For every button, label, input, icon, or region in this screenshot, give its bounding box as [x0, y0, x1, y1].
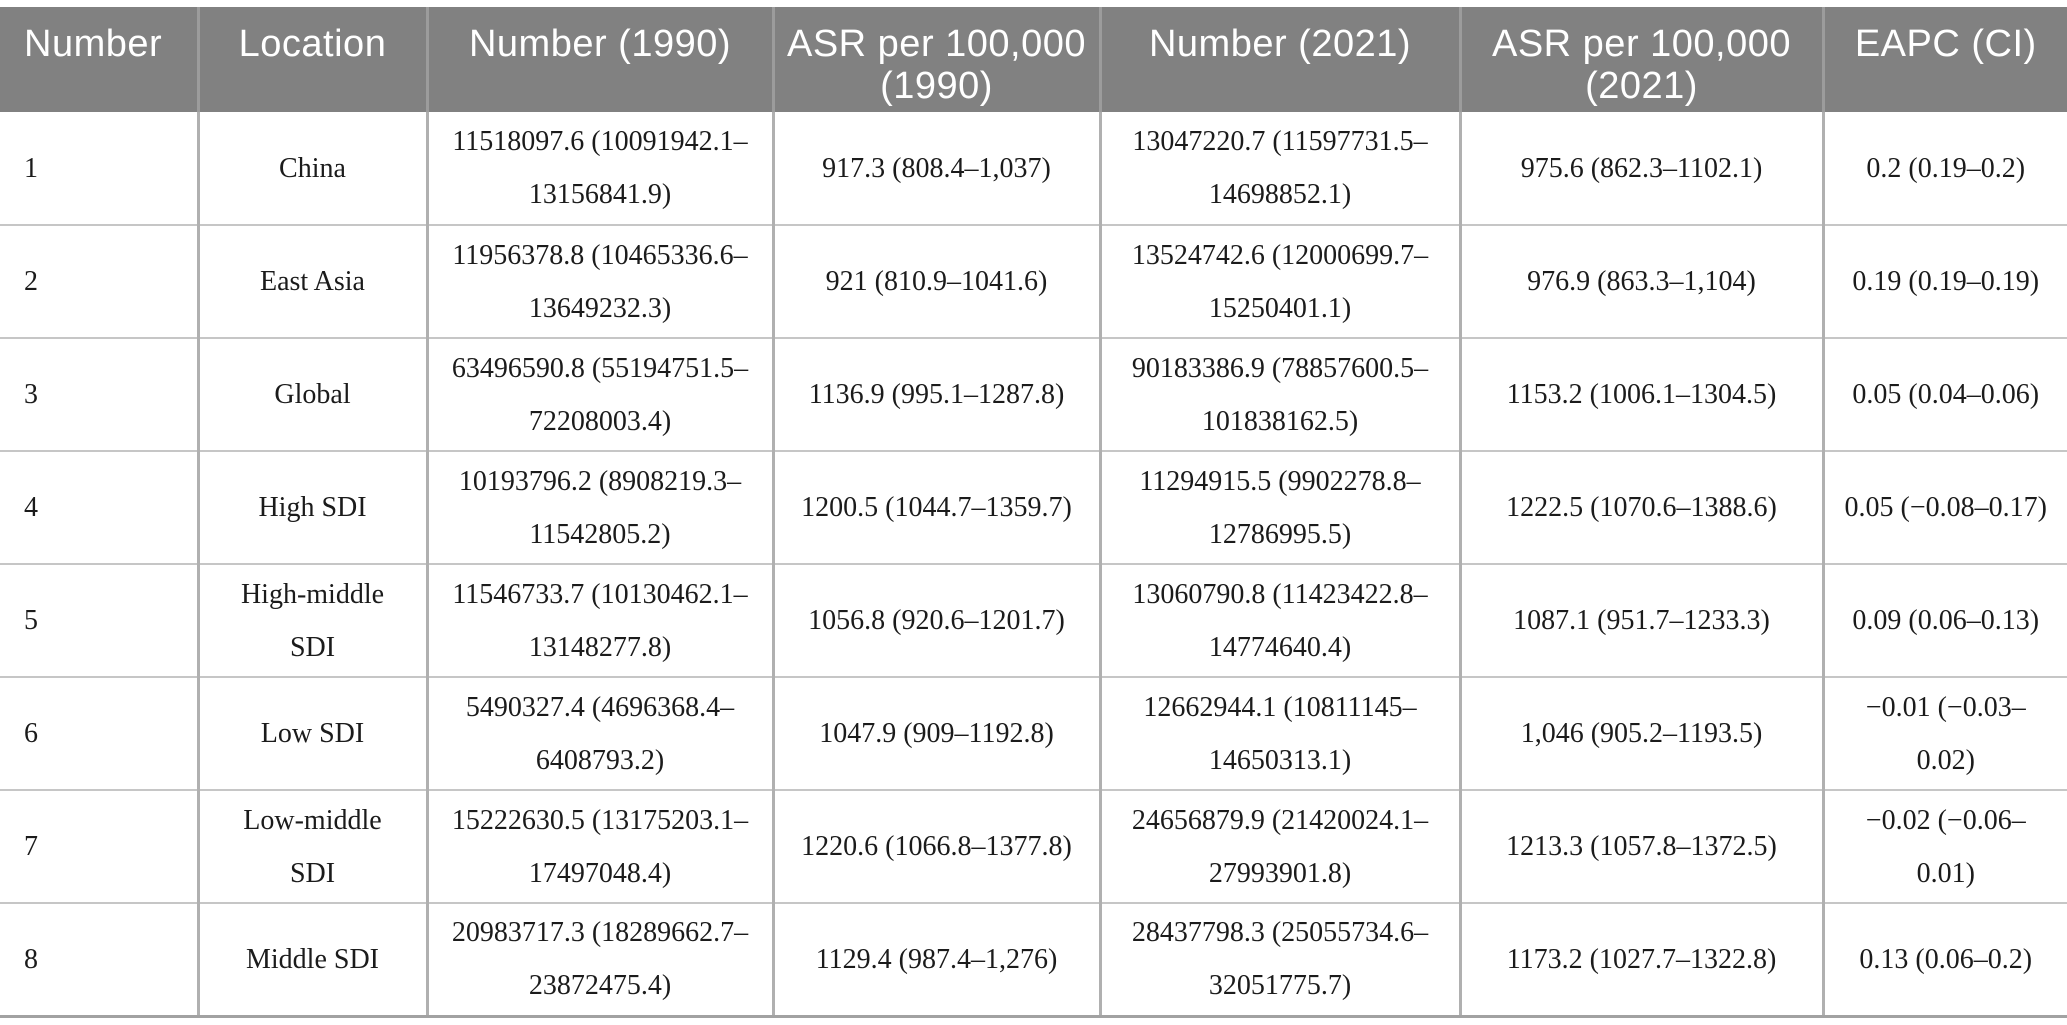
- cell-number_1990: 10193796.2 (8908219.3–11542805.2): [425, 450, 773, 564]
- cell-asr_1990: 1200.5 (1044.7–1359.7): [771, 450, 1100, 564]
- cell-asr_2021: 1213.3 (1057.8–1372.5): [1458, 789, 1823, 903]
- table-row: 1 China 11518097.6 (10091942.1–13156841.9)…: [0, 112, 2067, 225]
- cell-number_2021: 13524742.6 (12000699.7–15250401.1): [1098, 224, 1460, 338]
- cell-asr_2021: 1173.2 (1027.7–1322.8): [1458, 902, 1823, 1018]
- cell-location: High-middle SDI: [196, 563, 427, 677]
- cell-eapc: 0.05 (−0.08–0.17): [1821, 450, 2067, 564]
- column-header-eapc: EAPC (CI): [1821, 7, 2067, 112]
- column-header-asr_1990: ASR per 100,000 (1990): [771, 7, 1100, 112]
- column-header-number_2021: Number (2021): [1098, 7, 1460, 112]
- cell-number: 8: [0, 902, 198, 1018]
- cell-asr_1990: 1129.4 (987.4–1,276): [771, 902, 1100, 1018]
- cell-number: 2: [0, 224, 198, 338]
- cell-asr_1990: 1136.9 (995.1–1287.8): [771, 337, 1100, 451]
- table-row: 3 Global 63496590.8 (55194751.5–72208003.4…: [0, 337, 2067, 451]
- cell-number_1990: 20983717.3 (18289662.7–23872475.4): [425, 902, 773, 1018]
- column-header-asr_2021: ASR per 100,000 (2021): [1458, 7, 1823, 112]
- cell-eapc: 0.13 (0.06–0.2): [1821, 902, 2067, 1018]
- cell-eapc: 0.09 (0.06–0.13): [1821, 563, 2067, 677]
- cell-number_1990: 11518097.6 (10091942.1–13156841.9): [425, 112, 773, 225]
- cell-number: 5: [0, 563, 198, 677]
- column-header-number_1990: Number (1990): [425, 7, 773, 112]
- cell-asr_2021: 1,046 (905.2–1193.5): [1458, 676, 1823, 790]
- cell-location: Middle SDI: [196, 902, 427, 1018]
- cell-asr_2021: 975.6 (862.3–1102.1): [1458, 112, 1823, 225]
- table-row: 2 East Asia 11956378.8 (10465336.6–1364923…: [0, 224, 2067, 338]
- cell-location: High SDI: [196, 450, 427, 564]
- cell-asr_1990: 1056.8 (920.6–1201.7): [771, 563, 1100, 677]
- cell-location: East Asia: [196, 224, 427, 338]
- table-row: 4 High SDI 10193796.2 (8908219.3–11542805.…: [0, 450, 2067, 564]
- cell-asr_2021: 1087.1 (951.7–1233.3): [1458, 563, 1823, 677]
- cell-number_2021: 90183386.9 (78857600.5–101838162.5): [1098, 337, 1460, 451]
- cell-number_2021: 12662944.1 (10811145–14650313.1): [1098, 676, 1460, 790]
- cell-number_1990: 11956378.8 (10465336.6–13649232.3): [425, 224, 773, 338]
- cell-number: 7: [0, 789, 198, 903]
- column-header-number: Number: [0, 7, 198, 112]
- cell-location: Global: [196, 337, 427, 451]
- cell-asr_1990: 1220.6 (1066.8–1377.8): [771, 789, 1100, 903]
- cell-eapc: 0.2 (0.19–0.2): [1821, 112, 2067, 225]
- cell-asr_1990: 917.3 (808.4–1,037): [771, 112, 1100, 225]
- cell-number_2021: 24656879.9 (21420024.1–27993901.8): [1098, 789, 1460, 903]
- cell-number: 6: [0, 676, 198, 790]
- cell-asr_2021: 1153.2 (1006.1–1304.5): [1458, 337, 1823, 451]
- cell-eapc: −0.02 (−0.06–0.01): [1821, 789, 2067, 903]
- table-row: 7 Low-middle SDI 15222630.5 (13175203.1–17…: [0, 789, 2067, 903]
- table-header: Number Location Number (1990) ASR per 100,0…: [0, 7, 2067, 112]
- table-row: 8 Middle SDI 20983717.3 (18289662.7–238724…: [0, 902, 2067, 1018]
- cell-eapc: −0.01 (−0.03–0.02): [1821, 676, 2067, 790]
- cell-asr_2021: 1222.5 (1070.6–1388.6): [1458, 450, 1823, 564]
- cell-number: 4: [0, 450, 198, 564]
- header-row: Number Location Number (1990) ASR per 100,0…: [0, 7, 2067, 112]
- cell-number_2021: 13060790.8 (11423422.8–14774640.4): [1098, 563, 1460, 677]
- cell-asr_1990: 921 (810.9–1041.6): [771, 224, 1100, 338]
- cell-number_2021: 13047220.7 (11597731.5–14698852.1): [1098, 112, 1460, 225]
- cell-number_2021: 28437798.3 (25055734.6–32051775.7): [1098, 902, 1460, 1018]
- cell-eapc: 0.19 (0.19–0.19): [1821, 224, 2067, 338]
- cell-location: Low SDI: [196, 676, 427, 790]
- cell-eapc: 0.05 (0.04–0.06): [1821, 337, 2067, 451]
- cell-asr_2021: 976.9 (863.3–1,104): [1458, 224, 1823, 338]
- cell-number: 1: [0, 112, 198, 225]
- table-row: 5 High-middle SDI 11546733.7 (10130462.1–1…: [0, 563, 2067, 677]
- cell-number: 3: [0, 337, 198, 451]
- cell-location: China: [196, 112, 427, 225]
- table-row: 6 Low SDI 5490327.4 (4696368.4–6408793.2) 1…: [0, 676, 2067, 790]
- cell-asr_1990: 1047.9 (909–1192.8): [771, 676, 1100, 790]
- cell-number_1990: 5490327.4 (4696368.4–6408793.2): [425, 676, 773, 790]
- cell-number_2021: 11294915.5 (9902278.8–12786995.5): [1098, 450, 1460, 564]
- cell-number_1990: 11546733.7 (10130462.1–13148277.8): [425, 563, 773, 677]
- cell-number_1990: 15222630.5 (13175203.1–17497048.4): [425, 789, 773, 903]
- column-header-location: Location: [196, 7, 427, 112]
- asr-eapc-statistics-table: Number Location Number (1990) ASR per 100,0…: [0, 7, 2067, 1018]
- cell-location: Low-middle SDI: [196, 789, 427, 903]
- cell-number_1990: 63496590.8 (55194751.5–72208003.4): [425, 337, 773, 451]
- table-body: 1 China 11518097.6 (10091942.1–13156841.9)…: [0, 112, 2067, 1018]
